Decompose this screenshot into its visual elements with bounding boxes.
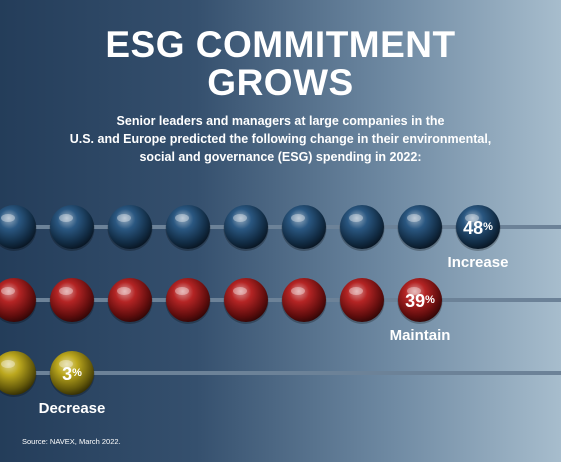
bead-maintain — [398, 278, 442, 322]
bead-highlight — [1, 287, 15, 295]
value-label-decrease: 3% — [62, 364, 82, 384]
bead-maintain — [0, 278, 36, 322]
bead-decrease — [0, 351, 36, 395]
page-title: ESG COMMITMENT GROWS — [0, 26, 561, 102]
bead-increase — [398, 205, 442, 249]
bead-highlight — [407, 214, 421, 222]
subtitle: Senior leaders and managers at large com… — [40, 112, 521, 166]
bead-highlight — [59, 214, 73, 222]
bead-highlight — [465, 214, 479, 222]
bead-highlight — [349, 287, 363, 295]
bead-highlight — [175, 287, 189, 295]
bead-highlight — [291, 214, 305, 222]
source-note: Source: NAVEX, March 2022. — [22, 437, 121, 446]
bead-highlight — [349, 214, 363, 222]
category-label-decrease: Decrease — [39, 400, 106, 417]
bead-highlight — [407, 287, 421, 295]
subtitle-line-2: U.S. and Europe predicted the following … — [69, 132, 492, 146]
bead-increase — [224, 205, 268, 249]
bead-maintain — [224, 278, 268, 322]
title-line-1: ESG COMMITMENT — [105, 24, 456, 65]
bead-highlight — [291, 287, 305, 295]
bead-maintain — [340, 278, 384, 322]
bead-increase — [456, 205, 500, 249]
bead-maintain — [50, 278, 94, 322]
title-line-2: GROWS — [207, 62, 354, 103]
abacus-rod — [0, 371, 561, 375]
bead-highlight — [175, 214, 189, 222]
bead-highlight — [1, 360, 15, 368]
bead-highlight — [59, 287, 73, 295]
bead-increase — [0, 205, 36, 249]
bead-highlight — [117, 214, 131, 222]
category-label-maintain: Maintain — [390, 327, 451, 344]
bead-highlight — [117, 287, 131, 295]
bead-increase — [166, 205, 210, 249]
abacus-rod — [0, 225, 561, 229]
bead-highlight — [233, 214, 247, 222]
bead-increase — [108, 205, 152, 249]
bead-highlight — [1, 214, 15, 222]
bead-decrease — [50, 351, 94, 395]
abacus-rod — [0, 298, 561, 302]
bead-maintain — [282, 278, 326, 322]
category-label-increase: Increase — [448, 254, 509, 271]
subtitle-line-3: social and governance (ESG) spending in … — [139, 150, 422, 164]
bead-increase — [282, 205, 326, 249]
bead-maintain — [166, 278, 210, 322]
value-label-increase: 48% — [463, 218, 493, 238]
subtitle-line-1: Senior leaders and managers at large com… — [116, 114, 445, 128]
bead-increase — [50, 205, 94, 249]
bead-highlight — [59, 360, 73, 368]
bead-maintain — [108, 278, 152, 322]
bead-highlight — [233, 287, 247, 295]
bead-increase — [340, 205, 384, 249]
value-label-maintain: 39% — [405, 291, 435, 311]
